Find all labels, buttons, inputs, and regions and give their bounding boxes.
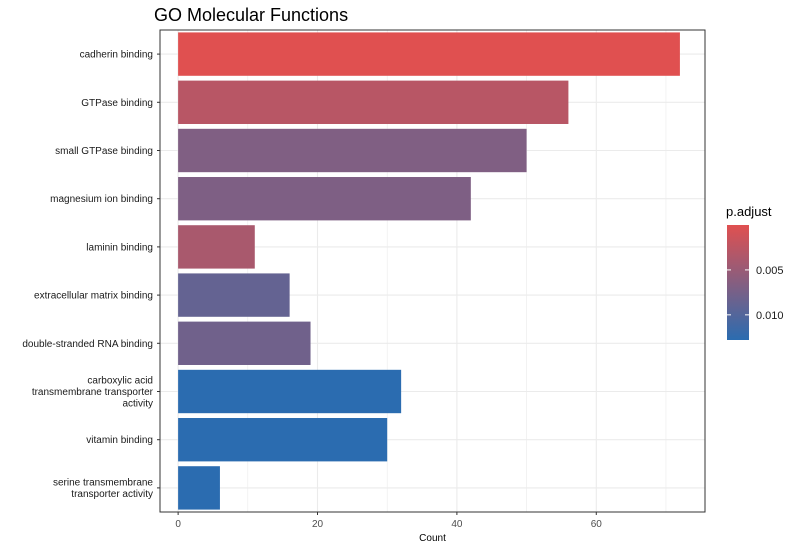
y-tick-label: cadherin binding	[80, 50, 153, 61]
x-tick-label: 60	[591, 519, 603, 530]
legend-colorbar	[727, 225, 749, 340]
panel-border	[159, 29, 706, 513]
bar-vitamin-binding	[178, 418, 388, 462]
bar-double-stranded-rna-binding	[178, 321, 311, 365]
y-tick-label: GTPase binding	[81, 98, 153, 109]
y-tick-label: laminin binding	[86, 242, 153, 253]
bar-cadherin-binding	[178, 32, 680, 76]
y-tick-label: serine transmembrane transporter activity	[53, 478, 153, 501]
y-axis: cadherin binding GTPase binding small GTPa…	[22, 50, 160, 501]
bar-laminin-binding	[178, 225, 255, 269]
x-axis-label: Count	[419, 533, 446, 544]
legend-ticks: 0.005 0.010	[727, 265, 784, 322]
bar-small-gtpase-binding	[178, 128, 527, 173]
bar-gtpase-binding	[178, 80, 569, 124]
y-tick-label: vitamin binding	[86, 435, 153, 446]
bar-serine-transmembrane-transporter-activity	[178, 466, 220, 510]
bar-magnesium-ion-binding	[178, 177, 471, 221]
legend-tick-label: 0.005	[756, 265, 784, 277]
legend: p.adjust 0.005 0.010	[726, 204, 784, 340]
legend-title: p.adjust	[726, 204, 772, 219]
y-tick-label: double-stranded RNA binding	[22, 339, 153, 350]
x-axis: 0 20 40 60	[175, 512, 602, 530]
y-tick-label: small GTPase binding	[55, 146, 153, 157]
bar-extracellular-matrix-binding	[178, 273, 290, 317]
y-tick-label: carboxylic acid transmembrane transporter…	[32, 376, 154, 410]
x-tick-label: 40	[451, 519, 463, 530]
y-tick-label: magnesium ion binding	[50, 194, 153, 205]
legend-tick-label: 0.010	[756, 310, 784, 322]
bar-carboxylic-acid-transmembrane-transporter-activity	[178, 369, 402, 414]
x-tick-label: 20	[312, 519, 324, 530]
y-tick-label: extracellular matrix binding	[34, 291, 153, 302]
x-tick-label: 0	[175, 519, 181, 530]
chart-title: GO Molecular Functions	[154, 5, 348, 25]
bars	[178, 32, 680, 510]
